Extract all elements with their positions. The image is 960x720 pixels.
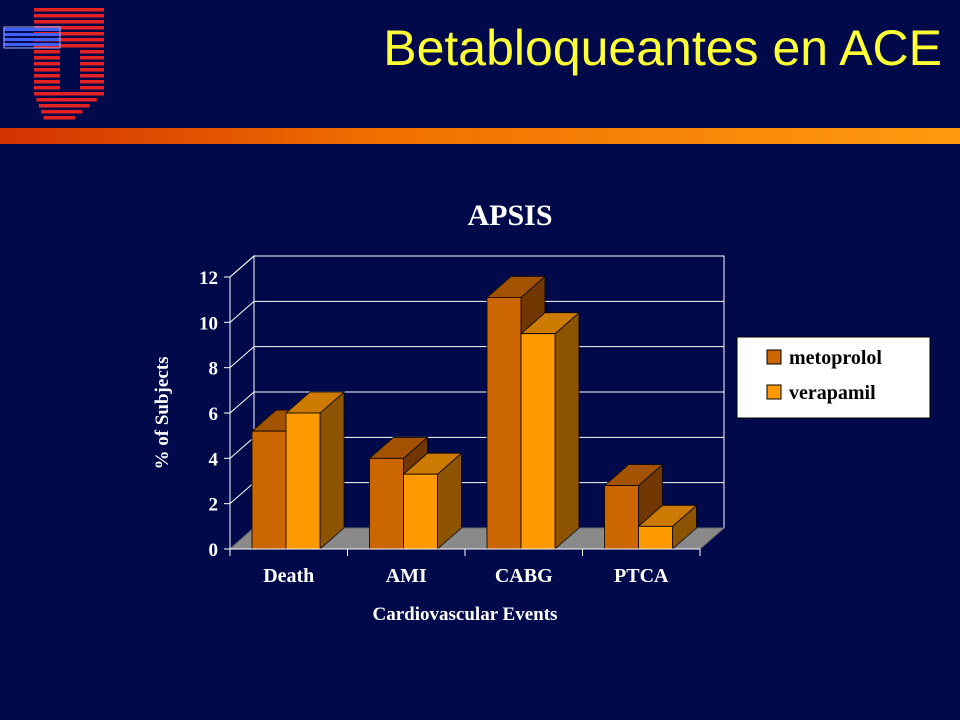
accent-bar <box>0 128 960 144</box>
bar-verapamil-ptca <box>637 504 698 550</box>
x-axis: Death AMI CABG PTCA <box>229 548 701 587</box>
y-tick-label: 2 <box>209 495 219 516</box>
hospital-logo-icon <box>3 8 104 120</box>
y-axis-label: % of Subjects <box>152 357 173 470</box>
slide-title: Betabloqueantes en ACE <box>383 20 942 76</box>
y-tick-label: 0 <box>209 540 219 561</box>
legend-label: metoprolol <box>789 347 882 369</box>
gridline <box>229 300 724 323</box>
x-tick-label: CABG <box>495 565 553 587</box>
y-tick-label: 4 <box>209 449 219 470</box>
chart-title: APSIS <box>467 199 552 232</box>
x-tick-label: AMI <box>386 565 427 587</box>
y-tick-label: 8 <box>209 359 219 380</box>
bars <box>250 275 698 550</box>
y-tick-label: 12 <box>199 268 218 289</box>
y-axis: 0 2 4 6 8 10 12 <box>199 268 231 561</box>
y-tick-label: 6 <box>209 404 219 425</box>
legend-label: verapamil <box>789 382 876 404</box>
gridline <box>229 255 724 278</box>
bar-verapamil-death <box>284 391 346 550</box>
bar-verapamil-ami <box>402 452 463 550</box>
legend-swatch <box>766 384 782 400</box>
y-tick-label: 10 <box>199 313 218 334</box>
x-tick-label: Death <box>263 565 314 587</box>
x-axis-label: Cardiovascular Events <box>373 604 558 625</box>
x-tick-label: PTCA <box>614 565 669 587</box>
bar-verapamil-cabg <box>519 311 581 550</box>
legend-swatch <box>766 349 782 365</box>
legend: metoprolol verapamil <box>736 336 931 419</box>
